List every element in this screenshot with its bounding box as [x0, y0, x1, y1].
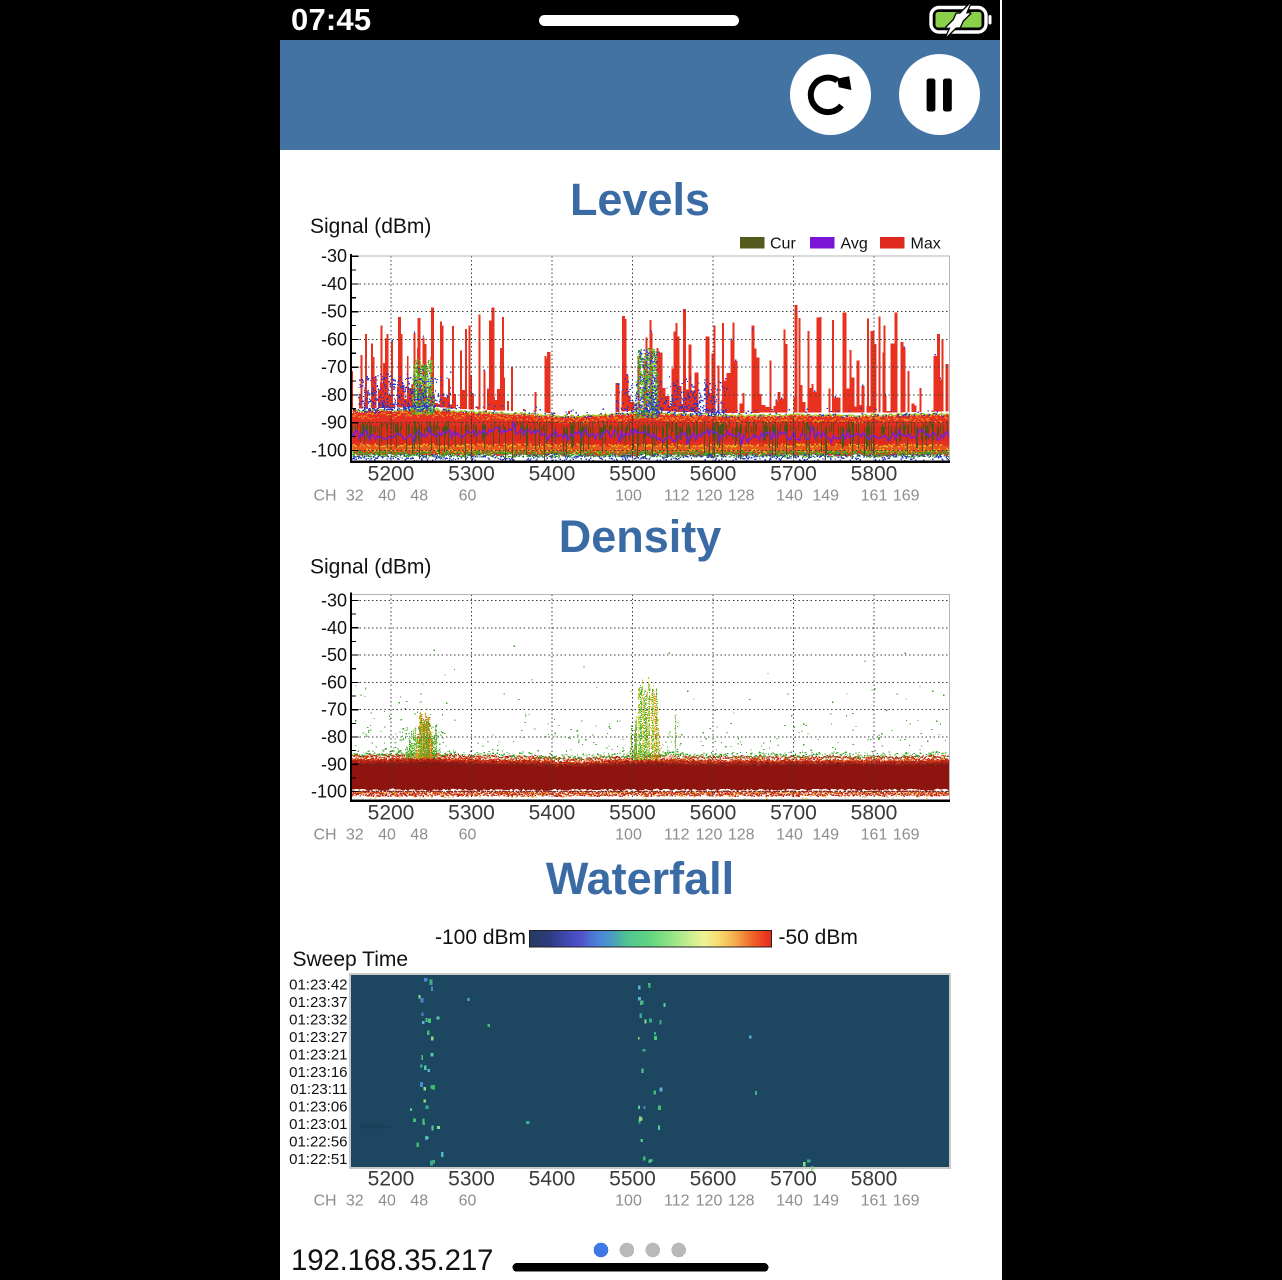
- svg-text:5400: 5400: [529, 463, 576, 486]
- svg-text:5800: 5800: [851, 802, 898, 825]
- svg-text:-80: -80: [321, 727, 347, 747]
- svg-text:-50: -50: [321, 645, 347, 665]
- svg-text:5200: 5200: [368, 802, 415, 825]
- svg-text:-50: -50: [321, 302, 347, 322]
- svg-text:149: 149: [812, 1193, 839, 1210]
- svg-text:100: 100: [615, 827, 642, 844]
- svg-text:-60: -60: [321, 329, 347, 349]
- svg-text:01:23:21: 01:23:21: [289, 1046, 347, 1063]
- svg-text:140: 140: [776, 1193, 803, 1210]
- svg-text:5300: 5300: [448, 463, 495, 486]
- svg-text:-100: -100: [311, 440, 347, 460]
- svg-text:5300: 5300: [448, 1168, 495, 1191]
- svg-text:112: 112: [664, 827, 690, 844]
- svg-text:-90: -90: [321, 754, 347, 774]
- svg-text:CH: CH: [314, 827, 337, 844]
- svg-text:169: 169: [893, 1193, 920, 1210]
- svg-text:149: 149: [812, 488, 839, 505]
- svg-text:128: 128: [728, 1193, 755, 1210]
- svg-text:120: 120: [696, 488, 723, 505]
- svg-text:5500: 5500: [609, 1168, 656, 1191]
- svg-text:5500: 5500: [609, 463, 656, 486]
- svg-text:5200: 5200: [368, 463, 415, 486]
- svg-text:-60: -60: [321, 672, 347, 692]
- svg-text:-30: -30: [321, 591, 347, 611]
- svg-text:112: 112: [664, 1193, 690, 1210]
- svg-text:5700: 5700: [770, 463, 817, 486]
- svg-text:5600: 5600: [690, 1168, 737, 1191]
- svg-text:161: 161: [861, 1193, 888, 1210]
- svg-text:01:23:27: 01:23:27: [289, 1029, 347, 1046]
- svg-text:161: 161: [861, 827, 888, 844]
- svg-text:5800: 5800: [851, 1168, 898, 1191]
- svg-text:Signal (dBm): Signal (dBm): [310, 556, 431, 579]
- svg-text:128: 128: [728, 827, 755, 844]
- svg-text:40: 40: [378, 488, 396, 505]
- svg-text:01:22:51: 01:22:51: [289, 1151, 347, 1168]
- svg-text:112: 112: [664, 488, 690, 505]
- svg-text:Cur: Cur: [770, 236, 796, 253]
- svg-text:-80: -80: [321, 385, 347, 405]
- svg-text:100: 100: [615, 1193, 642, 1210]
- svg-text:5600: 5600: [690, 802, 737, 825]
- svg-text:Avg: Avg: [841, 236, 868, 253]
- svg-text:5600: 5600: [690, 463, 737, 486]
- svg-text:-100: -100: [311, 782, 347, 802]
- svg-text:01:23:06: 01:23:06: [289, 1099, 347, 1116]
- svg-text:Max: Max: [911, 236, 941, 253]
- svg-text:-90: -90: [321, 413, 347, 433]
- svg-text:5700: 5700: [770, 802, 817, 825]
- svg-text:192.168.35.217: 192.168.35.217: [291, 1244, 493, 1277]
- svg-text:60: 60: [459, 488, 477, 505]
- svg-text:60: 60: [459, 827, 477, 844]
- svg-text:-30: -30: [321, 246, 347, 266]
- svg-text:CH: CH: [314, 488, 337, 505]
- svg-text:32: 32: [346, 488, 364, 505]
- svg-text:Signal (dBm): Signal (dBm): [310, 215, 431, 238]
- svg-text:01:23:42: 01:23:42: [289, 977, 347, 994]
- svg-text:120: 120: [696, 1193, 723, 1210]
- svg-text:01:23:11: 01:23:11: [290, 1081, 347, 1098]
- svg-text:01:23:32: 01:23:32: [289, 1011, 347, 1028]
- svg-text:5300: 5300: [448, 802, 495, 825]
- svg-text:140: 140: [776, 488, 803, 505]
- svg-text:5800: 5800: [851, 463, 898, 486]
- svg-text:128: 128: [728, 488, 755, 505]
- svg-text:01:23:01: 01:23:01: [289, 1116, 347, 1133]
- svg-text:48: 48: [410, 488, 428, 505]
- svg-text:5400: 5400: [529, 802, 576, 825]
- svg-text:-50 dBm: -50 dBm: [779, 926, 858, 949]
- svg-text:120: 120: [696, 827, 723, 844]
- svg-text:01:23:16: 01:23:16: [289, 1064, 347, 1081]
- svg-text:32: 32: [346, 827, 364, 844]
- svg-text:5700: 5700: [770, 1168, 817, 1191]
- svg-text:-70: -70: [321, 357, 347, 377]
- svg-text:40: 40: [378, 1193, 396, 1210]
- svg-text:169: 169: [893, 488, 920, 505]
- svg-text:161: 161: [861, 488, 888, 505]
- svg-text:5400: 5400: [529, 1168, 576, 1191]
- svg-text:5200: 5200: [368, 1168, 415, 1191]
- svg-text:CH: CH: [314, 1193, 337, 1210]
- svg-text:Sweep Time: Sweep Time: [293, 948, 409, 971]
- svg-text:169: 169: [893, 827, 920, 844]
- svg-text:-40: -40: [321, 618, 347, 638]
- svg-text:-70: -70: [321, 700, 347, 720]
- svg-text:01:22:56: 01:22:56: [289, 1134, 347, 1151]
- svg-text:32: 32: [346, 1193, 364, 1210]
- svg-text:5500: 5500: [609, 802, 656, 825]
- svg-text:100: 100: [615, 488, 642, 505]
- svg-text:48: 48: [410, 1193, 428, 1210]
- svg-text:01:23:37: 01:23:37: [289, 994, 347, 1011]
- svg-text:149: 149: [812, 827, 839, 844]
- svg-text:-40: -40: [321, 274, 347, 294]
- svg-text:140: 140: [776, 827, 803, 844]
- svg-text:48: 48: [410, 827, 428, 844]
- svg-text:40: 40: [378, 827, 396, 844]
- svg-text:-100 dBm: -100 dBm: [435, 926, 526, 949]
- svg-text:60: 60: [459, 1193, 477, 1210]
